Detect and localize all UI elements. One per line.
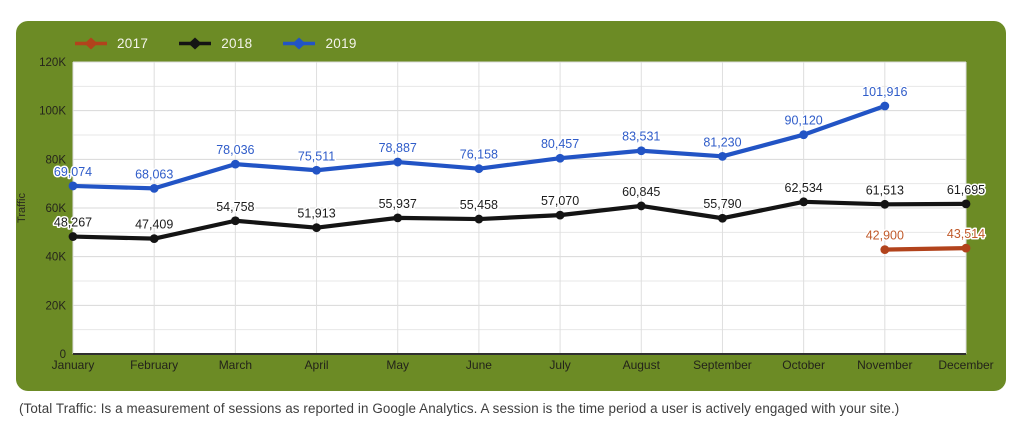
chart-legend: 2017 2018 2019 [74, 36, 357, 51]
month-label: April [305, 358, 329, 372]
data-point-label-2019: 80,457 [541, 137, 579, 151]
legend-label-2018: 2018 [221, 36, 253, 51]
data-point-label-2017: 42,900 [866, 229, 904, 243]
traffic-chart-panel: 2017 2018 2019 0 20K 40K 60K 80K 100K 120K Traffi… [16, 21, 1006, 391]
y-tick-label: 0 [60, 349, 66, 361]
data-point-label-2019: 69,074 [54, 165, 92, 179]
month-label: February [130, 358, 178, 372]
data-point-label-2019: 101,916 [862, 85, 907, 99]
data-point-2019 [474, 164, 484, 174]
legend-swatch-2017 [75, 37, 107, 50]
data-point-label-2019: 68,063 [135, 167, 173, 181]
data-point-2018 [799, 197, 809, 207]
data-point-label-2018: 60,845 [622, 185, 660, 199]
data-point-label-2019: 81,230 [703, 135, 741, 149]
y-axis-tick-labels: 0 20K 40K 60K 80K 100K 120K [39, 57, 66, 361]
legend-label-2019: 2019 [325, 36, 357, 51]
series-2017: 42,900 43,514 [864, 226, 987, 255]
data-point-label-2018: 51,913 [297, 207, 335, 221]
month-label: May [386, 358, 409, 372]
chart-caption: (Total Traffic: Is a measurement of sess… [19, 401, 900, 416]
y-tick-label: 80K [46, 154, 67, 166]
data-point-2019 [880, 101, 890, 111]
month-label: January [52, 358, 95, 372]
y-tick-label: 120K [39, 57, 66, 69]
data-point-2017 [880, 245, 890, 255]
data-point-2018 [636, 201, 646, 211]
data-point-label-2018: 55,458 [460, 198, 498, 212]
data-point-label-2018: 54,758 [216, 200, 254, 214]
month-label: March [219, 358, 252, 372]
month-label: August [623, 358, 661, 372]
y-tick-label: 100K [39, 106, 66, 118]
data-point-label-2019: 90,120 [785, 114, 823, 128]
data-point-2018 [961, 199, 971, 209]
data-point-label-2018: 57,070 [541, 194, 579, 208]
y-axis-title: Traffic [16, 193, 28, 223]
data-point-label-2018: 47,409 [135, 218, 173, 232]
legend-item-2018: 2018 [178, 36, 252, 51]
y-tick-label: 40K [46, 252, 67, 264]
data-point-2019 [799, 130, 809, 140]
data-point-2018 [68, 232, 78, 241]
data-point-2018 [312, 223, 321, 233]
data-point-label-2017: 43,514 [947, 227, 985, 241]
data-point-2019 [312, 165, 321, 175]
data-point-label-2019: 78,036 [216, 143, 254, 157]
data-point-label-2018: 55,790 [703, 197, 741, 211]
data-point-2019 [393, 157, 403, 167]
data-point-2019 [636, 146, 646, 156]
legend-item-2017: 2017 [74, 36, 148, 51]
month-label: October [782, 358, 825, 372]
data-point-label-2019: 76,158 [460, 148, 498, 162]
series-line-2017 [882, 246, 969, 252]
series-line-2018 [70, 199, 969, 241]
x-axis-tick-labels: January February March April May June July Augu… [52, 358, 994, 372]
data-point-2019 [68, 181, 78, 191]
month-label: June [466, 358, 492, 372]
data-point-label-2018: 62,534 [785, 181, 823, 195]
legend-label-2017: 2017 [117, 36, 149, 51]
data-point-2018 [880, 199, 890, 209]
data-point-label-2018: 55,937 [379, 197, 417, 211]
data-point-label-2019: 78,887 [379, 141, 417, 155]
data-point-label-2019: 75,511 [298, 149, 335, 163]
data-point-2019 [555, 153, 565, 163]
data-point-2018 [474, 214, 484, 224]
month-label: July [549, 358, 570, 372]
gridlines [72, 61, 967, 355]
data-point-2018 [149, 234, 159, 244]
data-point-2018 [555, 210, 565, 220]
data-point-2018 [718, 213, 727, 223]
data-point-2019 [718, 151, 727, 161]
data-point-label-2019: 83,531 [622, 130, 660, 144]
legend-swatch-2018 [179, 37, 212, 50]
y-tick-label: 60K [46, 203, 67, 215]
y-tick-label: 20K [46, 300, 67, 312]
month-label: November [857, 358, 912, 372]
legend-item-2019: 2019 [282, 36, 356, 51]
data-point-2019 [149, 183, 159, 193]
legend-swatch-2019 [283, 37, 316, 50]
data-point-2018 [393, 213, 403, 223]
data-point-2019 [230, 159, 240, 169]
data-point-label-2018: 48,267 [54, 216, 92, 230]
month-label: September [693, 358, 752, 372]
data-point-2017 [961, 243, 971, 253]
data-point-label-2018: 61,695 [947, 183, 985, 197]
traffic-line-chart: 0 20K 40K 60K 80K 100K 120K Traffic January Febru… [16, 57, 994, 372]
data-point-2018 [230, 216, 240, 226]
month-label: December [938, 358, 993, 372]
series-2018: 48,267 47,409 54,758 51,913 55,937 55,458 57,0… [52, 179, 987, 244]
series-2019: 69,074 68,063 78,036 75,511 78,887 76,158 80,4… [52, 84, 909, 193]
data-point-label-2018: 61,513 [866, 183, 904, 197]
